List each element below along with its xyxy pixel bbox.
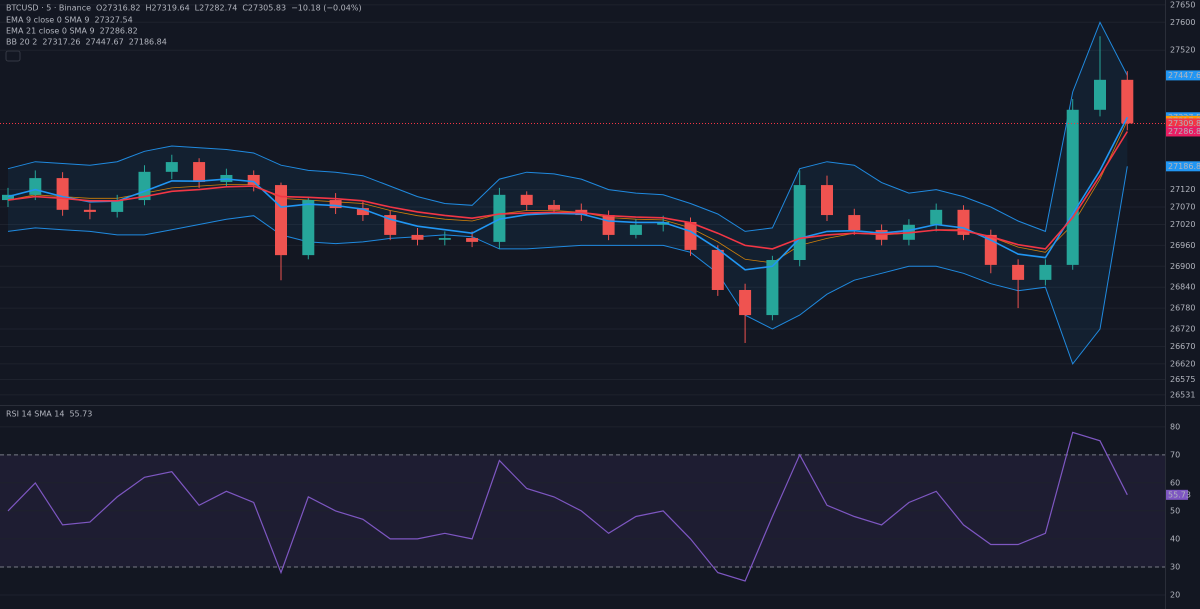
- candle-body: [2, 194, 14, 201]
- candle-body: [29, 178, 42, 195]
- candle-body: [793, 185, 806, 261]
- y-tick-label: 80: [1170, 422, 1180, 431]
- legend-text: 55.73: [69, 410, 92, 419]
- y-tick-label: 26620: [1170, 359, 1195, 368]
- candle-body: [493, 194, 506, 242]
- candle-body: [356, 208, 369, 216]
- candle-body: [275, 185, 287, 256]
- candle-body: [165, 162, 178, 172]
- legend-text: 27186.84: [129, 38, 167, 47]
- bb-fill: [8, 22, 1128, 364]
- legend-text: L27282.74: [195, 4, 238, 13]
- collapse-button[interactable]: [5, 50, 21, 62]
- legend-text: 27317.26: [42, 38, 80, 47]
- y-tick-label: 27520: [1170, 46, 1195, 55]
- y-tick-label: 26670: [1170, 342, 1195, 351]
- candle-body: [56, 178, 69, 210]
- legend-text: 27327.54: [94, 16, 132, 25]
- candle-body: [466, 238, 479, 242]
- y-tick-label: 40: [1170, 534, 1180, 543]
- y-tick-label: 50: [1170, 506, 1180, 515]
- candle-body: [438, 238, 451, 240]
- candle-body: [684, 222, 697, 250]
- candle-body: [766, 260, 779, 316]
- rsi-label-box: [1166, 489, 1188, 500]
- legend-text: EMA 9 close 0 SMA 9: [6, 16, 89, 25]
- candle-body: [329, 200, 342, 209]
- candle-body: [629, 224, 642, 235]
- ema-line: [7, 116, 1129, 271]
- y-tick-label: 26780: [1170, 304, 1195, 313]
- y-tick-label: 26960: [1170, 241, 1195, 250]
- legend-text: −10.18 (−0.04%): [291, 4, 362, 13]
- candle-body: [739, 289, 752, 316]
- bb-lower: [7, 166, 1128, 365]
- price-label-box: [1166, 118, 1200, 129]
- legend-text: 27286.82: [100, 27, 138, 36]
- candle-body: [1121, 79, 1134, 124]
- candle-body: [711, 249, 724, 290]
- candle-body: [193, 162, 206, 182]
- y-tick-label: 60: [1170, 478, 1180, 487]
- y-tick-label: 70: [1170, 450, 1180, 459]
- candle-body: [602, 215, 615, 235]
- y-tick-label: 26575: [1170, 375, 1195, 384]
- price-label: 27286.82: [1168, 127, 1200, 136]
- candle-body: [520, 194, 533, 205]
- y-tick-label: 27020: [1170, 220, 1195, 229]
- candle-body: [247, 174, 260, 186]
- y-tick-label: 30: [1170, 562, 1180, 571]
- candle-body: [848, 215, 861, 231]
- legend-text: C27305.83: [242, 4, 286, 13]
- legend-text: BTCUSD · 5 · Binance: [6, 4, 91, 13]
- candle-body: [1066, 109, 1079, 265]
- legend-text: 27447.67: [86, 38, 124, 47]
- bb-upper: [7, 21, 1128, 233]
- price-label-box: [1166, 126, 1200, 137]
- legend-text: BB 20 2: [6, 38, 37, 47]
- legend-text: EMA 21 close 0 SMA 9: [6, 27, 95, 36]
- y-tick-label: 27070: [1170, 203, 1195, 212]
- candle-body: [411, 234, 424, 240]
- y-tick-label: 26531: [1170, 390, 1195, 399]
- price-label-box: [1166, 70, 1200, 81]
- price-label: 27186.84: [1168, 162, 1200, 171]
- candle-body: [657, 222, 670, 225]
- price-label-box: [1166, 161, 1200, 172]
- candle-body: [930, 209, 943, 225]
- y-tick-label: 27650: [1170, 0, 1195, 9]
- candle-body: [548, 204, 560, 210]
- candle-body: [302, 200, 315, 256]
- y-tick-label: 27600: [1170, 18, 1195, 27]
- rsi-label: 55.73: [1168, 490, 1191, 499]
- price-label: 27309.83: [1168, 119, 1200, 128]
- price-label: 27447.67: [1168, 71, 1200, 80]
- candle-body: [1094, 79, 1106, 110]
- ema-line: [7, 131, 1128, 250]
- y-tick-label: 26720: [1170, 325, 1195, 334]
- y-tick-label: 20: [1170, 590, 1180, 599]
- y-tick-label: 26840: [1170, 283, 1195, 292]
- candle-body: [1039, 264, 1052, 280]
- candle-body: [1012, 264, 1025, 280]
- candle-body: [83, 209, 96, 212]
- candle-body: [821, 185, 833, 216]
- y-tick-label: 26900: [1170, 262, 1195, 271]
- legend-text: H27319.64: [145, 4, 189, 13]
- y-tick-label: 27120: [1170, 185, 1195, 194]
- candle-body: [111, 200, 124, 212]
- legend-text: O27316.82: [96, 4, 140, 13]
- rsi-line: [7, 431, 1128, 582]
- legend-text: RSI 14 SMA 14: [6, 410, 64, 419]
